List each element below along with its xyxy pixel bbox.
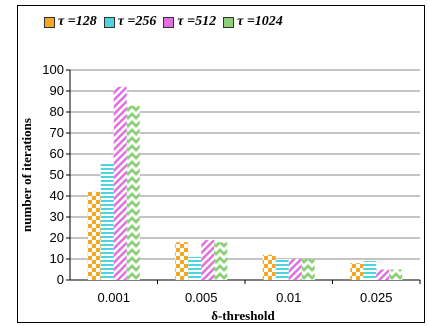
legend-label-0: τ =128 <box>58 14 97 29</box>
legend-item-series-1: τ =256 <box>103 14 157 30</box>
y-tick-label: 70 <box>50 125 64 140</box>
y-tick-label: 100 <box>42 62 64 77</box>
legend-item-series-0: τ =128 <box>44 14 97 30</box>
bar-series-2-cat-3 <box>376 269 390 280</box>
legend-swatch-1 <box>103 16 115 28</box>
y-tick-label: 60 <box>50 146 64 161</box>
y-tick-label: 50 <box>50 167 64 182</box>
y-tick-label: 40 <box>50 188 64 203</box>
x-tick-label: 0.005 <box>185 290 218 305</box>
x-tick-label: 0.025 <box>360 290 393 305</box>
y-axis-title: number of iterations <box>19 118 34 232</box>
y-tick-label: 0 <box>57 272 64 287</box>
x-axis-title: δ-threshold <box>211 308 275 323</box>
bar-series-3-cat-1 <box>214 242 228 280</box>
legend-label-1: τ =256 <box>117 14 157 29</box>
bar-series-2-cat-2 <box>288 259 302 280</box>
chart-frame <box>17 5 425 323</box>
bar-series-3-cat-0 <box>126 105 140 280</box>
legend-item-series-2: τ =512 <box>163 14 216 30</box>
legend-swatch-0 <box>44 16 55 28</box>
x-tick-label: 0.01 <box>276 290 301 305</box>
axis-labels: 0 10 20 30 40 50 60 70 80 90 100 0.001 0.005 0.01 0.02… <box>42 62 392 305</box>
bar-series-0-cat-2 <box>262 254 276 280</box>
bar-series-3-cat-2 <box>301 259 315 280</box>
bars <box>87 86 403 280</box>
legend-label-2: τ =512 <box>177 14 217 29</box>
chart-legend: τ =128 τ =256 τ =512 τ =1024 <box>44 14 283 30</box>
bar-series-2-cat-0 <box>113 86 127 280</box>
y-tick-label: 30 <box>50 209 64 224</box>
x-tick-label: 0.001 <box>97 290 130 305</box>
bar-series-1-cat-3 <box>363 261 377 280</box>
bar-series-2-cat-1 <box>201 240 215 280</box>
bar-series-0-cat-3 <box>350 263 364 280</box>
legend-swatch-2 <box>163 16 175 28</box>
bar-series-1-cat-1 <box>188 256 202 280</box>
bar-series-3-cat-3 <box>389 269 403 280</box>
bar-series-0-cat-1 <box>175 242 189 280</box>
y-tick-label: 20 <box>50 230 64 245</box>
y-tick-label: 10 <box>50 251 64 266</box>
bar-series-1-cat-0 <box>100 162 114 280</box>
bar-series-1-cat-2 <box>275 259 289 280</box>
bar-series-0-cat-0 <box>87 191 101 280</box>
legend-label-3: τ =1024 <box>237 14 283 29</box>
y-tick-label: 90 <box>50 83 64 98</box>
legend-item-series-3: τ =1024 <box>223 14 283 30</box>
y-tick-label: 80 <box>50 104 64 119</box>
legend-swatch-3 <box>223 16 235 28</box>
